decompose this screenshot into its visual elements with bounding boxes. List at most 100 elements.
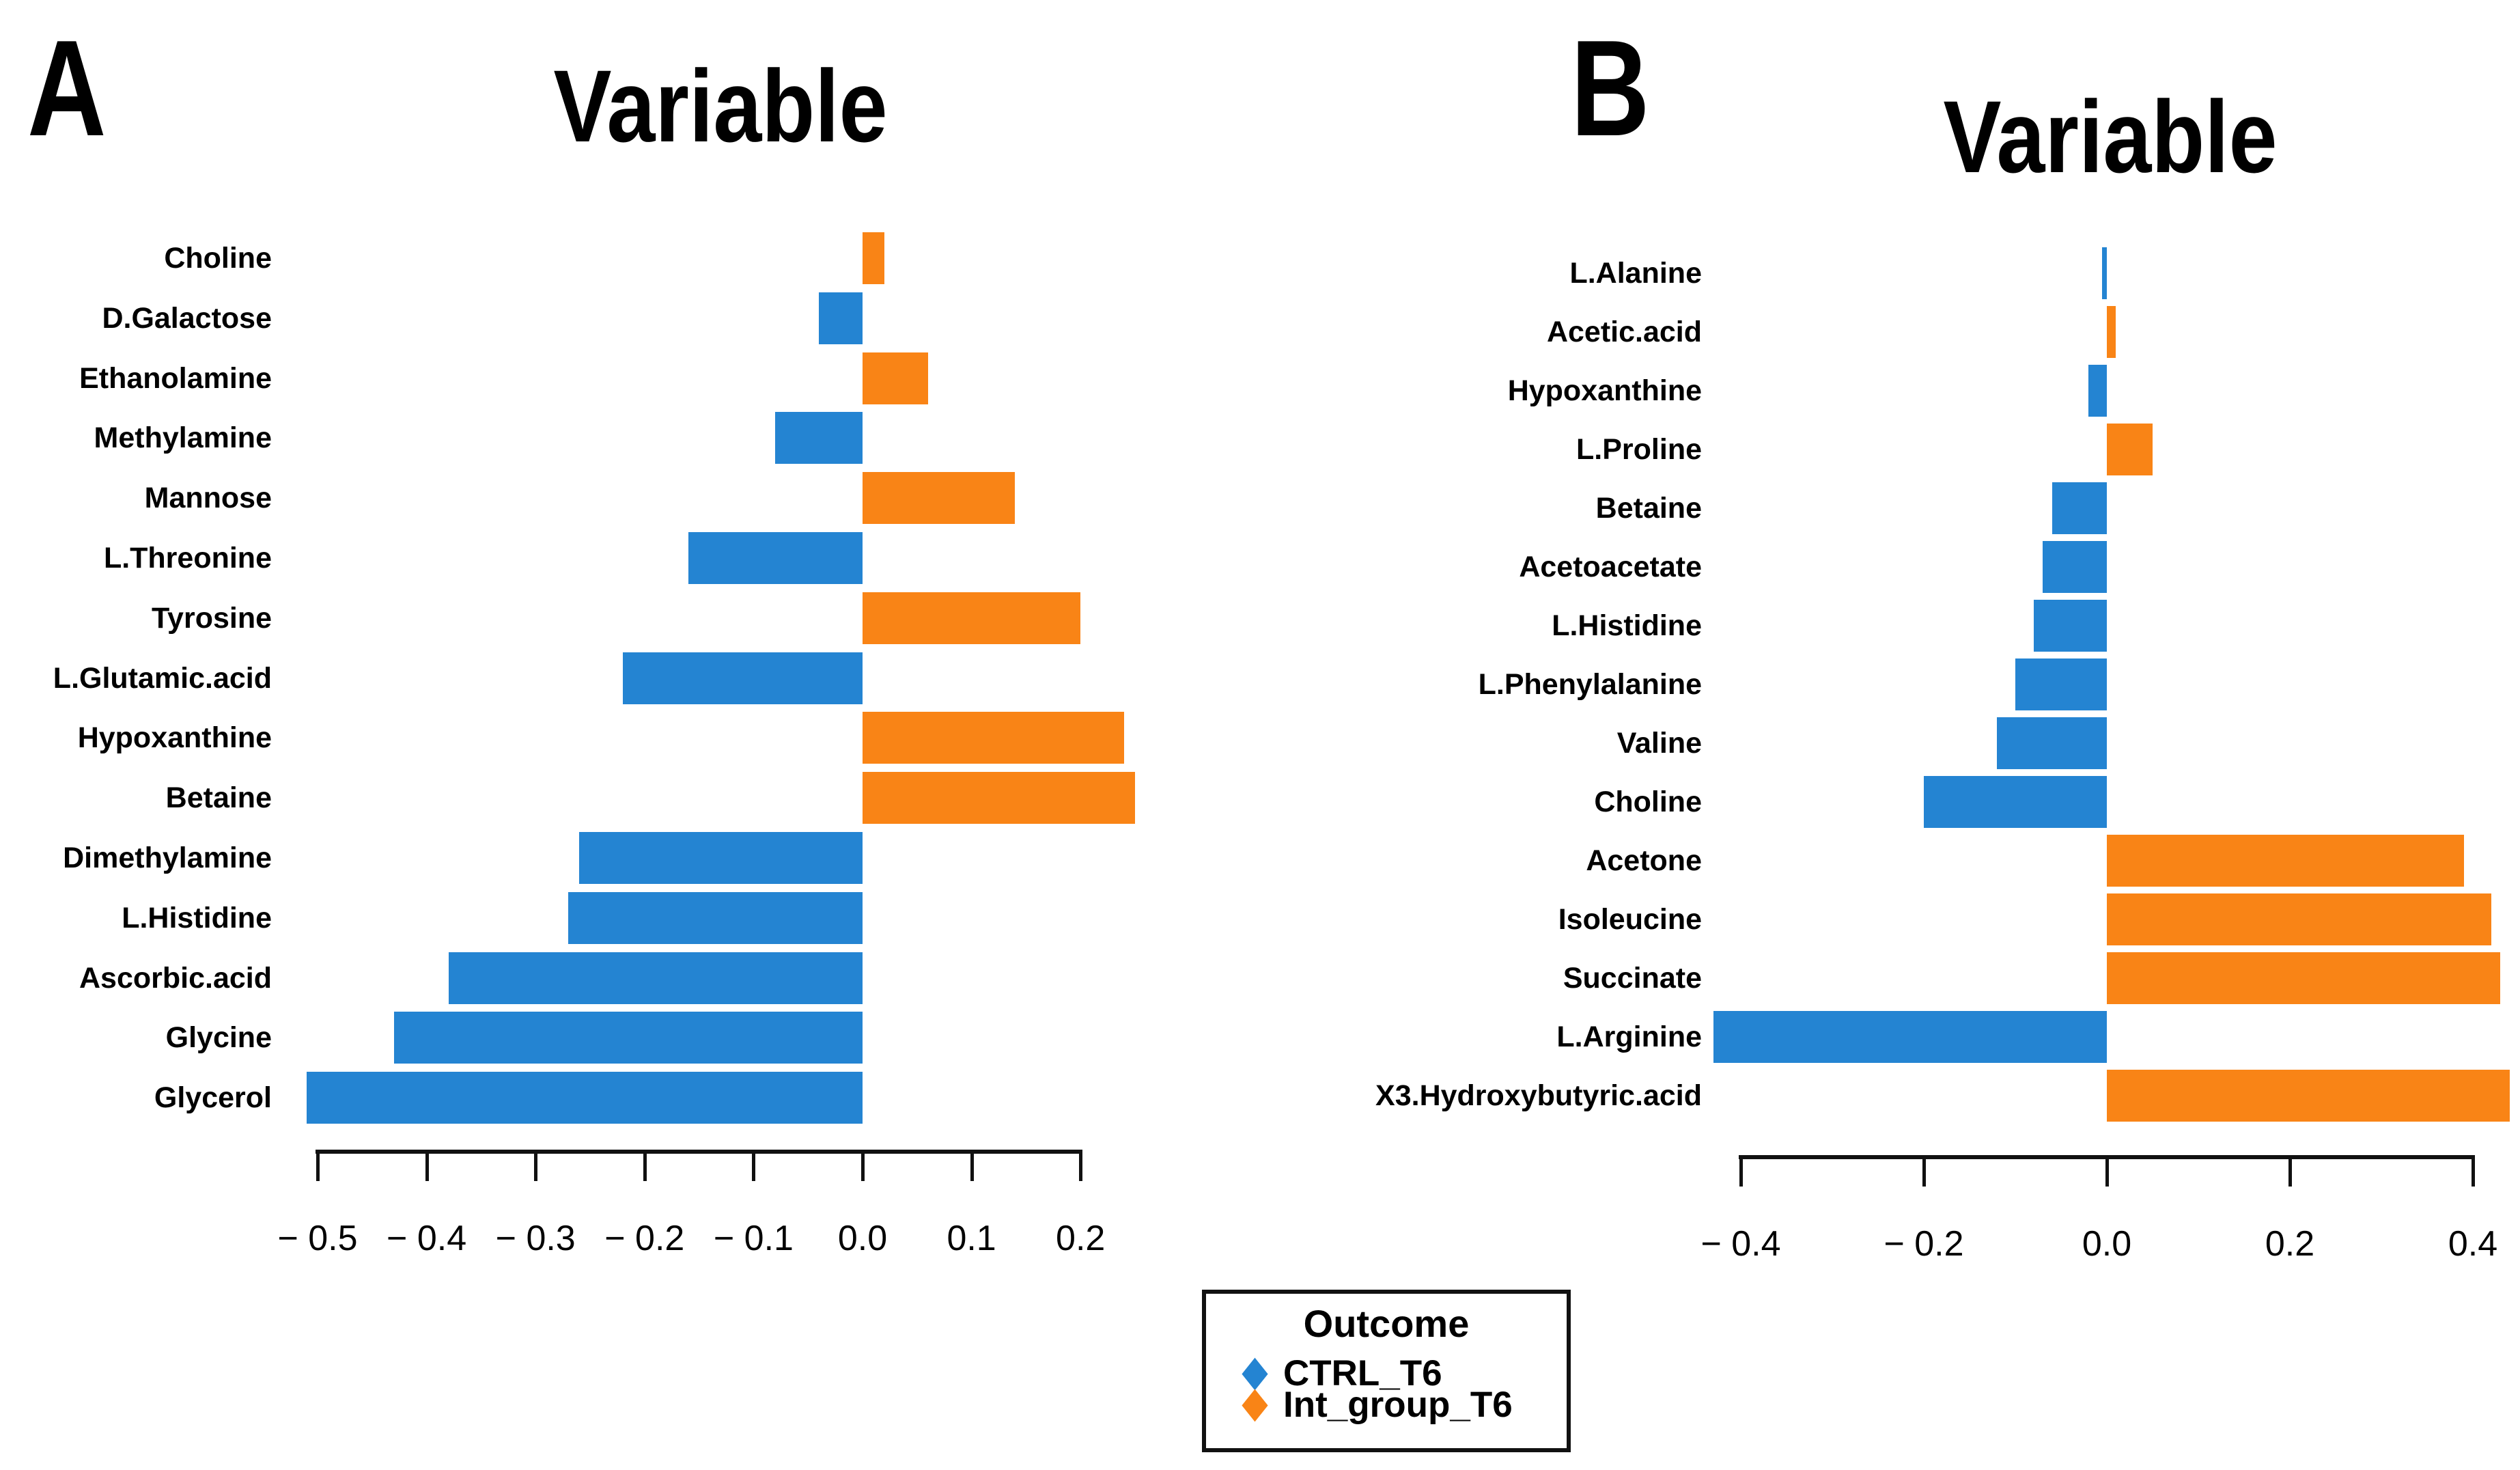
b-bar-acetoacetate [2043,541,2107,593]
a-x-axis-tick [970,1150,974,1181]
panel-b-title: Variable [1943,79,2278,194]
a-bar-dimethylamine [579,832,863,884]
b-category-label-l-arginine: L.Arginine [1556,1021,1702,1053]
b-x-axis-tick-label: 0.4 [2448,1224,2498,1264]
b-x-axis-tick [2105,1155,2109,1187]
a-x-axis-tick [425,1150,429,1181]
a-x-axis-tick [1079,1150,1083,1181]
a-category-label-l-threonine: L.Threonine [103,542,272,574]
a-x-axis-tick-label: 0.0 [837,1219,888,1258]
a-x-axis-tick-label: − 0.2 [604,1219,685,1258]
a-x-axis-tick-label: − 0.3 [495,1219,576,1258]
b-category-label-choline: Choline [1594,786,1702,818]
b-bar-l-proline [2107,424,2153,475]
b-bar-valine [1997,717,2107,769]
a-category-label-dimethylamine: Dimethylamine [63,842,272,874]
a-category-label-l-glutamic-acid: L.Glutamic.acid [53,661,272,695]
b-bar-hypoxanthine [2088,365,2107,417]
a-bar-methylamine [775,412,863,464]
panel-a-letter: A [27,12,107,165]
a-category-label-d-galactose: D.Galactose [102,301,272,335]
b-bar-l-phenylalanine [2015,658,2107,710]
a-category-label-betaine: Betaine [165,781,272,815]
legend-label-ctrl-t6: CTRL_T6 [1283,1353,1442,1393]
b-category-label-acetoacetate: Acetoacetate [1519,551,1702,583]
b-category-label-l-alanine: L.Alanine [1569,257,1702,290]
b-category-label-x3-hydroxybutyric-acid: X3.Hydroxybutyric.acid [1375,1079,1702,1112]
b-bar-succinate [2107,952,2501,1004]
b-x-axis-tick-label: − 0.4 [1700,1224,1781,1264]
b-category-label-isoleucine: Isoleucine [1558,903,1702,936]
b-x-axis-tick-label: − 0.2 [1884,1224,1964,1264]
a-bar-betaine [863,772,1135,824]
a-category-label-l-histidine: L.Histidine [122,901,272,934]
a-bar-ethanolamine [863,352,928,404]
b-category-label-l-proline: L.Proline [1576,433,1702,466]
b-x-axis-tick-label: 0.0 [2082,1224,2132,1264]
a-x-axis-tick-label: 0.1 [947,1219,996,1258]
panel-a-title: Variable [553,48,888,163]
a-x-axis-tick-label: − 0.5 [277,1219,358,1258]
a-bar-choline [863,232,884,284]
a-bar-hypoxanthine [863,712,1125,764]
a-category-label-hypoxanthine: Hypoxanthine [77,721,272,755]
b-category-label-l-phenylalanine: L.Phenylalanine [1478,668,1702,701]
a-category-label-glycine: Glycine [165,1021,272,1055]
b-category-label-acetone: Acetone [1586,844,1702,877]
a-x-axis-tick-label: 0.2 [1056,1219,1106,1258]
a-bar-l-glutamic-acid [622,652,863,704]
a-category-label-choline: Choline [164,242,272,275]
b-bar-isoleucine [2107,893,2491,945]
a-x-axis-tick [534,1150,538,1181]
a-x-axis-tick-label: − 0.4 [387,1219,467,1258]
a-bar-d-galactose [819,292,863,344]
b-category-label-l-histidine: L.Histidine [1552,609,1702,642]
a-bar-l-histidine [568,891,863,944]
a-bar-glycerol [307,1072,863,1124]
a-category-label-methylamine: Methylamine [94,421,272,455]
legend-box: Outcome CTRL_T6 Int_group_T6 [1202,1290,1571,1452]
b-category-label-succinate: Succinate [1563,962,1702,995]
a-bar-tyrosine [863,592,1081,644]
b-bar-acetic-acid [2107,306,2116,358]
a-x-axis-tick [316,1150,320,1181]
legend-item-int-group-t6: Int_group_T6 [1239,1385,1560,1425]
b-bar-l-histidine [2033,600,2107,652]
a-x-axis-line [316,1150,1083,1154]
a-bar-mannose [863,472,1016,525]
a-bar-ascorbic-acid [448,952,863,1004]
a-category-label-glycerol: Glycerol [154,1081,272,1115]
a-x-axis-tick [643,1150,647,1181]
b-bar-l-arginine [1713,1011,2107,1063]
ctrl-t6-diamond-icon [1242,1357,1268,1390]
a-x-axis-tick [752,1150,756,1181]
b-bar-acetone [2107,835,2464,887]
legend-label-int-group-t6: Int_group_T6 [1283,1385,1513,1425]
b-category-label-acetic-acid: Acetic.acid [1546,316,1702,348]
a-category-label-tyrosine: Tyrosine [151,601,272,635]
panel-b-letter: B [1571,12,1650,165]
a-category-label-ethanolamine: Ethanolamine [79,361,272,395]
b-x-axis-tick [2288,1155,2292,1187]
legend-item-ctrl-t6: CTRL_T6 [1239,1353,1560,1393]
b-x-axis-tick [2472,1155,2475,1187]
legend-title: Outcome [1303,1302,1470,1345]
a-bar-glycine [393,1012,863,1064]
b-category-label-valine: Valine [1616,727,1702,760]
b-category-label-betaine: Betaine [1595,492,1702,525]
b-bar-betaine [2052,482,2107,534]
b-bar-x3-hydroxybutyric-acid [2107,1070,2510,1122]
a-x-axis-tick [861,1150,865,1181]
b-bar-choline [1924,776,2107,828]
b-x-axis-tick [1739,1155,1743,1187]
a-category-label-mannose: Mannose [144,482,272,515]
b-category-label-hypoxanthine: Hypoxanthine [1507,374,1702,407]
int-group-t6-diamond-icon [1242,1389,1268,1422]
a-bar-l-threonine [688,532,863,584]
b-x-axis-tick-label: 0.2 [2265,1224,2315,1264]
a-x-axis-tick-label: − 0.1 [713,1219,794,1258]
a-category-label-ascorbic-acid: Ascorbic.acid [79,961,272,995]
b-x-axis-tick [1922,1155,1926,1187]
b-bar-l-alanine [2102,247,2107,299]
